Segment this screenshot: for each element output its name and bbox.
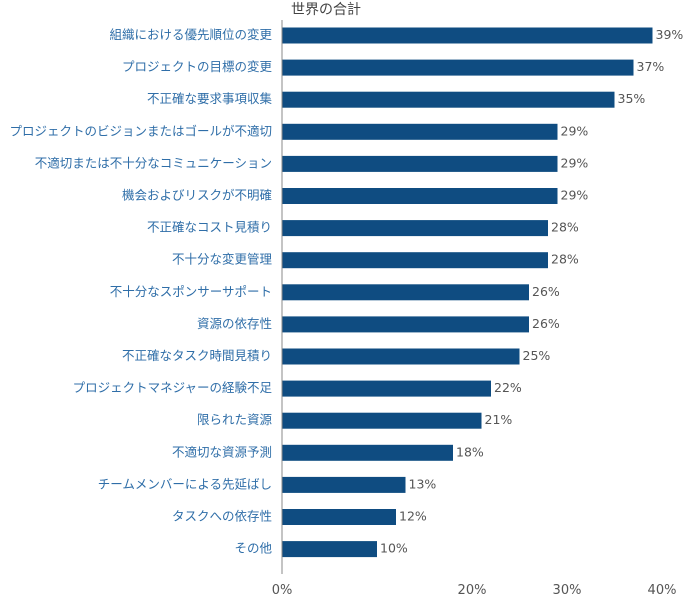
value-label: 28% — [551, 252, 579, 267]
value-label: 10% — [380, 541, 408, 556]
bar — [282, 155, 558, 172]
bar — [282, 27, 653, 44]
category-label: タスクへの依存性 — [172, 509, 272, 524]
category-label: 不正確なタスク時間見積り — [122, 348, 272, 363]
value-label: 39% — [656, 27, 684, 42]
x-tick-label: 40% — [648, 583, 677, 598]
category-labels: 組織における優先順位の変更プロジェクトの目標の変更不正確な要求事項収集プロジェク… — [9, 27, 272, 556]
value-label: 25% — [523, 348, 551, 363]
category-label: 資源の依存性 — [197, 316, 272, 331]
bars-group — [282, 27, 653, 558]
bar — [282, 123, 558, 140]
category-label: 不十分なスポンサーサポート — [110, 284, 272, 299]
value-label: 26% — [532, 284, 560, 299]
value-label: 12% — [399, 509, 427, 524]
category-label: 不適切な資源予測 — [172, 444, 272, 459]
value-label: 29% — [561, 123, 589, 138]
category-label: 不適切または不十分なコミュニケーション — [35, 155, 272, 170]
category-label: プロジェクトマネジャーの経験不足 — [73, 380, 273, 395]
x-tick-label: 30% — [553, 583, 582, 598]
bar — [282, 59, 634, 76]
category-label: 不十分な変更管理 — [172, 252, 273, 267]
value-label: 29% — [561, 188, 589, 203]
bar — [282, 284, 529, 301]
value-label: 22% — [494, 380, 522, 395]
bar — [282, 188, 558, 204]
bar — [282, 380, 491, 397]
category-label: 不正確なコスト見積り — [147, 220, 272, 235]
bar — [282, 348, 520, 365]
bar — [282, 252, 548, 269]
bar — [282, 91, 615, 108]
bar — [282, 412, 482, 429]
category-label: 機会およびリスクが不明確 — [122, 188, 272, 203]
x-tick-labels: 0% 20% 30% 40% — [272, 583, 677, 598]
category-label: 組織における優先順位の変更 — [109, 27, 272, 42]
value-label: 35% — [618, 91, 646, 106]
bar — [282, 541, 377, 558]
bar — [282, 444, 453, 461]
bar — [282, 509, 396, 525]
x-tick-label: 0% — [272, 583, 293, 598]
value-label: 26% — [532, 316, 560, 331]
bar — [282, 316, 529, 333]
value-label: 28% — [551, 220, 579, 235]
value-label: 29% — [561, 155, 589, 170]
value-label: 37% — [637, 59, 665, 74]
x-tick-label: 20% — [458, 583, 487, 598]
value-label: 18% — [456, 444, 484, 459]
category-label: 限られた資源 — [197, 412, 273, 427]
value-label: 13% — [409, 476, 437, 491]
category-label: プロジェクトの目標の変更 — [122, 59, 273, 74]
category-label: その他 — [234, 541, 272, 556]
value-labels: 39% 37% 35% 29% 29% 29% 28% 28% 26% 26% 25% 22% 21% 1… — [380, 27, 683, 556]
value-label: 21% — [485, 412, 513, 427]
category-label: チームメンバーによる先延ばし — [98, 476, 272, 491]
bar — [282, 220, 548, 237]
category-label: プロジェクトのビジョンまたはゴールが不適切 — [9, 123, 272, 138]
chart-title: 世界の合計 — [291, 2, 361, 18]
category-label: 不正確な要求事項収集 — [147, 91, 273, 106]
bar — [282, 476, 406, 493]
